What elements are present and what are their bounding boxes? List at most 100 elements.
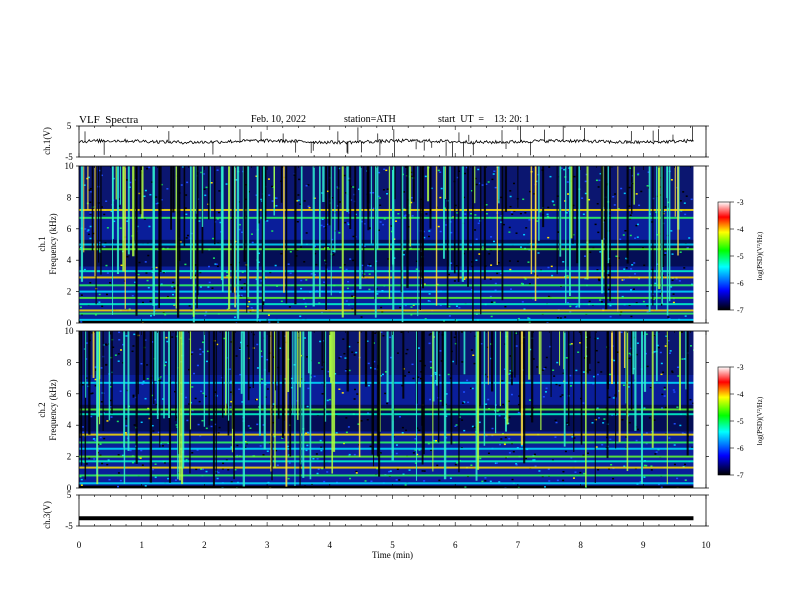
ch1-speckle <box>145 272 148 274</box>
ch1-no-data <box>693 166 706 323</box>
ch1-speckle <box>470 288 473 291</box>
ch2-sferic <box>499 331 501 407</box>
ch1-colorbar-tick-label: -6 <box>737 279 744 288</box>
ch1-speckle <box>247 311 250 313</box>
ch2-speckle <box>177 471 180 474</box>
ch2-speckle <box>185 396 188 399</box>
ch2-speckle <box>434 380 437 382</box>
ch2-speckle <box>214 391 217 393</box>
ch2-spec-ytick-label: 8 <box>67 357 72 367</box>
ch2-speckle <box>124 432 127 434</box>
ch2-speckle <box>305 432 308 435</box>
xtick-label: 10 <box>702 540 712 550</box>
ch1-sferic <box>300 166 303 246</box>
ch2-speckle <box>620 331 623 333</box>
ch1-speckle <box>166 188 169 190</box>
ch1-speckle <box>268 194 271 196</box>
ch1-upper-region <box>79 166 694 210</box>
ch2-sferic <box>274 331 276 469</box>
ch2-speckle <box>653 351 656 353</box>
ch1-speckle <box>143 195 146 198</box>
ch2-speckle <box>197 423 200 426</box>
ch1-speckle <box>407 226 410 228</box>
ch2-speckle <box>660 373 663 376</box>
ch2-speckle <box>320 449 323 452</box>
ch2-speckle <box>244 446 247 449</box>
ch1-band <box>79 318 694 321</box>
ch2-speckle <box>142 380 145 383</box>
ch2-sferic <box>563 331 566 447</box>
ch2-speckle <box>484 480 487 482</box>
ch2-speckle <box>344 357 347 359</box>
ch2-sferic <box>594 331 596 483</box>
ch2-speckle <box>564 450 567 453</box>
ch2-sferic <box>332 331 336 452</box>
ch2-speckle <box>99 436 102 439</box>
ch2-speckle <box>643 476 646 478</box>
ch2-speckle <box>255 398 258 401</box>
ch1-speckle <box>631 264 634 266</box>
ch2-speckle <box>334 373 337 375</box>
ch2-speckle <box>508 452 511 454</box>
ch2-sferic <box>309 331 312 480</box>
ch1-speckle <box>113 220 116 223</box>
ch2-speckle <box>689 345 692 347</box>
ch1-waveform <box>78 126 694 157</box>
ch2-speckle <box>290 377 293 380</box>
ch1-speckle <box>89 282 92 284</box>
ch2-speckle <box>201 419 204 422</box>
ch2-speckle <box>146 378 149 380</box>
ch2-speckle <box>585 355 588 357</box>
ch2-speckle <box>562 372 565 375</box>
ch1-speckle <box>235 179 238 181</box>
ch2-speckle <box>664 345 667 347</box>
ch2-speckle <box>317 362 320 364</box>
ch2-speckle <box>569 343 572 346</box>
ch2-speckle <box>404 484 407 486</box>
ch1-sferic <box>392 166 395 311</box>
ch2-speckle <box>389 470 392 472</box>
ch2-speckle <box>286 445 289 448</box>
ch1-colorbar-tick-label: -5 <box>737 252 744 261</box>
ch1-speckle <box>455 265 458 267</box>
ch2-speckle <box>283 378 286 380</box>
ch2-colorbar-tick-label: -3 <box>737 363 744 372</box>
ch1-sferic <box>668 166 671 302</box>
ch2-speckle <box>662 371 665 374</box>
ch2-speckle <box>461 419 464 421</box>
ch2-speckle <box>607 487 610 488</box>
ch1-speckle <box>510 211 513 213</box>
ch2-speckle <box>447 373 450 376</box>
ch2-speckle <box>201 341 204 344</box>
ch1-speckle <box>599 299 602 301</box>
ch2-speckle <box>636 342 639 344</box>
ch2-speckle <box>514 332 517 334</box>
ch2-sferic <box>504 331 508 432</box>
ch1-speckle <box>162 271 165 274</box>
ch2-speckle <box>335 432 338 434</box>
ch2-speckle <box>515 464 518 466</box>
ch2-sferic <box>364 331 368 387</box>
ch1-speckle <box>240 287 243 289</box>
ch2-sferic <box>421 331 424 465</box>
ch1-speckle <box>344 221 347 224</box>
ch2-speckle <box>573 437 576 439</box>
ch1-speckle <box>613 204 616 206</box>
ch1-sferic <box>172 166 175 213</box>
ch2-sferic <box>299 331 302 388</box>
ch1-sferic <box>141 166 144 219</box>
ch1-sferic <box>374 166 377 318</box>
ch1-speckle <box>679 200 682 202</box>
ch2-speckle <box>106 463 109 466</box>
ch2-speckle <box>673 423 676 425</box>
ch1-speckle <box>219 221 222 224</box>
ch2-speckle <box>480 342 483 345</box>
ch1-speckle <box>632 288 635 290</box>
ch2-speckle <box>256 423 259 426</box>
ch2-speckle <box>402 473 405 476</box>
ch1-speckle <box>216 169 219 171</box>
ch2-sferic <box>321 331 323 367</box>
ch1-speckle <box>193 274 196 277</box>
ch1-speckle <box>244 183 247 186</box>
ch2-speckle <box>129 449 132 452</box>
